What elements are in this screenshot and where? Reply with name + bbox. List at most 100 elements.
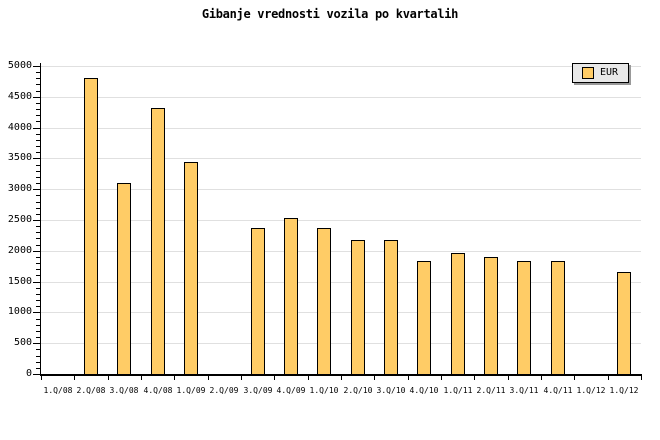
y-minor-tick bbox=[36, 72, 40, 73]
bar bbox=[184, 162, 198, 375]
x-axis bbox=[40, 374, 642, 376]
y-axis-label: 4000 bbox=[7, 122, 32, 133]
y-minor-tick bbox=[36, 325, 40, 326]
gridline bbox=[41, 97, 641, 98]
y-minor-tick bbox=[36, 202, 40, 203]
y-minor-tick bbox=[36, 245, 40, 246]
x-tick bbox=[108, 376, 109, 380]
y-minor-tick bbox=[36, 356, 40, 357]
x-tick bbox=[274, 376, 275, 380]
y-minor-tick bbox=[36, 165, 40, 166]
y-minor-tick bbox=[36, 257, 40, 258]
bar bbox=[517, 261, 531, 375]
y-major-tick bbox=[33, 220, 40, 221]
y-axis-label: 4500 bbox=[7, 91, 32, 102]
y-minor-tick bbox=[36, 109, 40, 110]
gridline bbox=[41, 251, 641, 252]
y-major-tick bbox=[33, 97, 40, 98]
y-minor-tick bbox=[36, 263, 40, 264]
y-minor-tick bbox=[36, 121, 40, 122]
y-minor-tick bbox=[36, 300, 40, 301]
y-minor-tick bbox=[36, 269, 40, 270]
legend: EUR bbox=[572, 63, 629, 83]
y-axis-label: 5000 bbox=[7, 60, 32, 71]
bar bbox=[251, 228, 265, 375]
y-minor-tick bbox=[36, 177, 40, 178]
y-axis-label: 3000 bbox=[7, 183, 32, 194]
y-minor-tick bbox=[36, 183, 40, 184]
gridline bbox=[41, 189, 641, 190]
x-tick bbox=[508, 376, 509, 380]
y-major-tick bbox=[33, 128, 40, 129]
y-major-tick bbox=[33, 282, 40, 283]
y-minor-tick bbox=[36, 214, 40, 215]
x-axis-label: 1.Q/08 bbox=[43, 386, 73, 395]
bar bbox=[317, 228, 331, 375]
x-axis-label: 3.Q/09 bbox=[243, 386, 273, 395]
x-axis-label: 4.Q/09 bbox=[276, 386, 306, 395]
y-axis-label: 3500 bbox=[7, 152, 32, 163]
y-axis-label: 500 bbox=[13, 337, 32, 348]
gridline bbox=[41, 343, 641, 344]
x-tick bbox=[341, 376, 342, 380]
y-axis-label: 2500 bbox=[7, 214, 32, 225]
x-axis-label: 2.Q/09 bbox=[209, 386, 239, 395]
y-minor-tick bbox=[36, 319, 40, 320]
y-minor-tick bbox=[36, 134, 40, 135]
y-minor-tick bbox=[36, 115, 40, 116]
y-minor-tick bbox=[36, 171, 40, 172]
x-axis-label: 1.Q/11 bbox=[443, 386, 473, 395]
bar bbox=[351, 240, 365, 375]
legend-swatch-eur bbox=[582, 67, 594, 79]
y-minor-tick bbox=[36, 195, 40, 196]
y-minor-tick bbox=[36, 84, 40, 85]
y-axis-label: 2000 bbox=[7, 245, 32, 256]
gridline bbox=[41, 312, 641, 313]
gridline bbox=[41, 282, 641, 283]
x-tick bbox=[174, 376, 175, 380]
bar bbox=[117, 183, 131, 375]
y-minor-tick bbox=[36, 146, 40, 147]
x-axis-label: 1.Q/10 bbox=[309, 386, 339, 395]
bar bbox=[284, 218, 298, 375]
y-axis bbox=[40, 63, 41, 376]
x-axis-label: 3.Q/11 bbox=[509, 386, 539, 395]
bar bbox=[551, 261, 565, 375]
y-minor-tick bbox=[36, 232, 40, 233]
y-major-tick bbox=[33, 189, 40, 190]
y-minor-tick bbox=[36, 331, 40, 332]
y-minor-tick bbox=[36, 208, 40, 209]
x-axis-label: 2.Q/10 bbox=[343, 386, 373, 395]
y-minor-tick bbox=[36, 368, 40, 369]
x-axis-label: 1.Q/12 bbox=[609, 386, 639, 395]
x-axis-label: 4.Q/10 bbox=[409, 386, 439, 395]
gridline bbox=[41, 66, 641, 67]
x-tick bbox=[141, 376, 142, 380]
y-minor-tick bbox=[36, 78, 40, 79]
y-major-tick bbox=[33, 251, 40, 252]
bar bbox=[617, 272, 631, 375]
y-minor-tick bbox=[36, 226, 40, 227]
y-major-tick bbox=[33, 66, 40, 67]
x-axis-label: 3.Q/10 bbox=[376, 386, 406, 395]
y-minor-tick bbox=[36, 288, 40, 289]
y-minor-tick bbox=[36, 362, 40, 363]
x-axis-label: 4.Q/08 bbox=[143, 386, 173, 395]
y-minor-tick bbox=[36, 152, 40, 153]
y-major-tick bbox=[33, 343, 40, 344]
x-tick bbox=[374, 376, 375, 380]
x-tick bbox=[608, 376, 609, 380]
x-tick bbox=[74, 376, 75, 380]
x-tick bbox=[41, 376, 42, 380]
x-tick bbox=[541, 376, 542, 380]
x-tick bbox=[241, 376, 242, 380]
y-minor-tick bbox=[36, 140, 40, 141]
bar bbox=[417, 261, 431, 375]
y-minor-tick bbox=[36, 349, 40, 350]
gridline bbox=[41, 220, 641, 221]
y-minor-tick bbox=[36, 306, 40, 307]
y-axis-label: 1500 bbox=[7, 276, 32, 287]
y-major-tick bbox=[33, 158, 40, 159]
x-axis-label: 3.Q/08 bbox=[109, 386, 139, 395]
x-tick bbox=[441, 376, 442, 380]
